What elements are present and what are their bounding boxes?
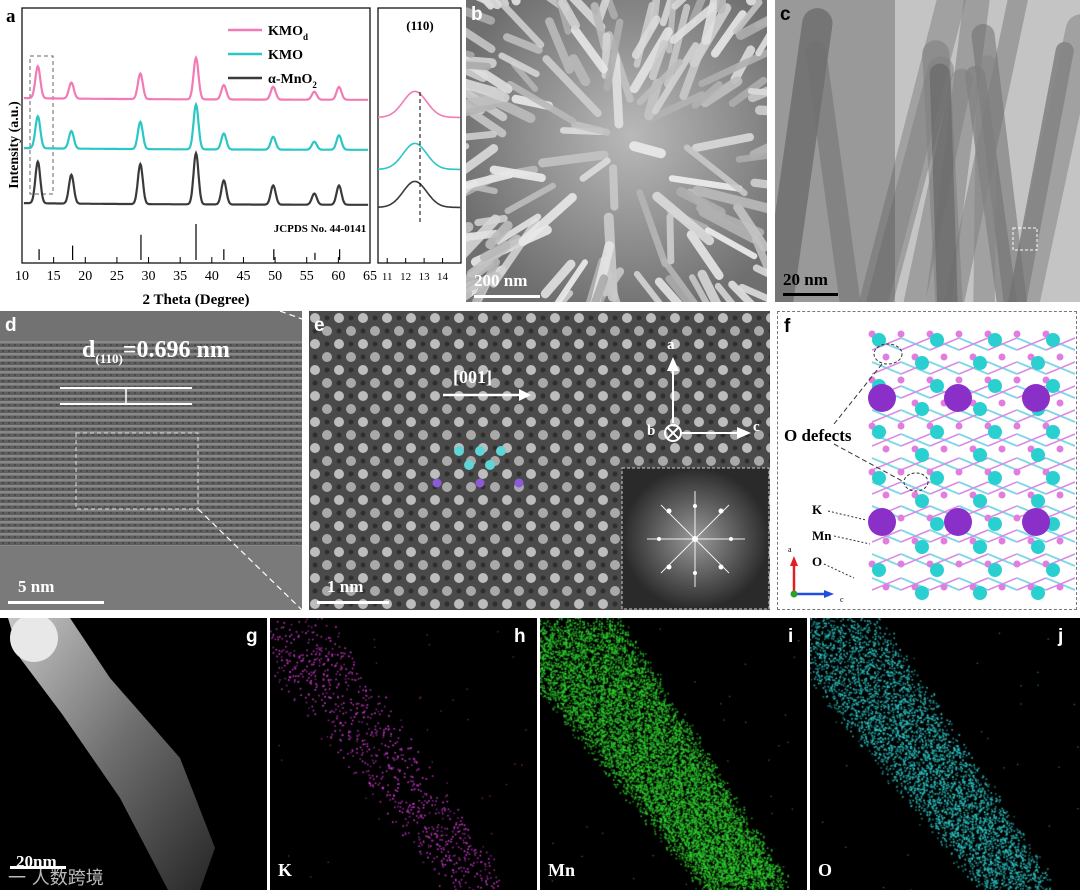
eds-map-k bbox=[270, 618, 537, 890]
xrd-series-line bbox=[23, 101, 369, 151]
panel-label-g: g bbox=[246, 626, 258, 647]
k-atom bbox=[868, 384, 896, 412]
scale-bar-b bbox=[474, 295, 540, 298]
panel-label-a: a bbox=[6, 6, 16, 27]
inset-tick-label: 11 bbox=[382, 271, 393, 283]
jcpds-label: JCPDS No. 44-0141 bbox=[274, 223, 367, 235]
eds-map-o bbox=[810, 618, 1080, 890]
tem-image bbox=[775, 0, 1080, 302]
panel-label-h: h bbox=[514, 626, 526, 647]
f-axis-c-label: c bbox=[840, 595, 844, 604]
scale-text-b: 200 nm bbox=[474, 271, 528, 290]
highlight-box bbox=[29, 55, 54, 195]
watermark: 一 人数跨境 bbox=[8, 868, 104, 889]
x-tick-label: 10 bbox=[15, 269, 29, 284]
inset-series-line bbox=[378, 90, 461, 119]
x-tick-label: 15 bbox=[47, 269, 61, 284]
panel-label-c: c bbox=[780, 4, 791, 25]
panel-i: i Mn bbox=[540, 618, 807, 890]
panel-label-j: j bbox=[1058, 626, 1064, 647]
panel-f: a c f O defects K Mn O bbox=[777, 311, 1077, 610]
d-spacing-value: =0.696 nm bbox=[122, 337, 230, 363]
haadf-stem-image bbox=[8, 618, 215, 890]
x-tick-label: 65 bbox=[363, 269, 377, 284]
panel-c: c 20 nm bbox=[775, 0, 1080, 302]
x-tick-label: 25 bbox=[110, 269, 124, 284]
axis-a-label: a bbox=[667, 337, 675, 353]
x-tick-label: 45 bbox=[236, 269, 250, 284]
k-atom bbox=[1022, 508, 1050, 536]
direction-label: [001] bbox=[453, 367, 492, 387]
scale-bar-c bbox=[783, 293, 838, 296]
scale-text-d: 5 nm bbox=[18, 577, 55, 596]
xrd-frame bbox=[21, 7, 371, 264]
panel-label-f: f bbox=[784, 316, 791, 337]
eds-element-o: O bbox=[818, 860, 833, 880]
legend-mn-label: Mn bbox=[812, 528, 832, 543]
panel-label-b: b bbox=[471, 4, 483, 25]
sem-image bbox=[466, 0, 767, 302]
axis-b-label: b bbox=[647, 423, 656, 439]
k-atom bbox=[944, 508, 972, 536]
eds-element-k: K bbox=[278, 860, 293, 880]
inset-tick-label: 14 bbox=[437, 271, 449, 283]
panel-g: g 20nm 一 人数跨境 bbox=[0, 618, 267, 890]
y-axis-label: Intensity (a.u.) bbox=[7, 101, 22, 189]
xrd-series-line bbox=[23, 150, 369, 206]
panel-h: h K bbox=[270, 618, 537, 890]
legend-label: KMO bbox=[268, 48, 303, 63]
d-spacing-index: (110) bbox=[95, 350, 123, 366]
panel-j: j O bbox=[810, 618, 1080, 890]
legend-o-label: O bbox=[812, 554, 823, 569]
panel-d: d d(110)=0.696 nm 5 nm bbox=[0, 311, 302, 610]
panel-label-i: i bbox=[788, 626, 794, 647]
scale-text-g: 20nm bbox=[16, 852, 57, 871]
inset-tick-label: 12 bbox=[400, 271, 411, 283]
legend-k-label: K bbox=[812, 502, 823, 517]
x-tick-label: 35 bbox=[173, 269, 187, 284]
xrd-chart: a Intensity (a.u.) 2 Theta (Degree) JCPD… bbox=[6, 6, 462, 308]
eds-map-mn bbox=[540, 618, 807, 890]
x-tick-label: 60 bbox=[331, 269, 345, 284]
tem-zoom-box bbox=[1012, 227, 1038, 251]
o-defects-label: O defects bbox=[784, 426, 852, 445]
k-atom bbox=[1022, 384, 1050, 412]
f-axis-a-label: a bbox=[788, 545, 792, 554]
d-spacing-label: d(110)=0.696 nm bbox=[82, 337, 230, 367]
x-axis-label: 2 Theta (Degree) bbox=[143, 292, 250, 308]
inset-tick-label: 13 bbox=[419, 271, 431, 283]
panel-e: e [001] a b c 1 nm bbox=[309, 311, 770, 610]
xrd-series-line bbox=[23, 55, 369, 101]
k-atom bbox=[868, 508, 896, 536]
d-spacing-symbol: d bbox=[82, 337, 96, 363]
axis-c-label: c bbox=[753, 419, 760, 435]
panel-a: a Intensity (a.u.) 2 Theta (Degree) JCPD… bbox=[0, 0, 470, 310]
k-atom bbox=[944, 384, 972, 412]
scale-bar-d bbox=[8, 601, 104, 604]
scale-bar-g bbox=[10, 866, 66, 869]
inset-series-line bbox=[378, 180, 461, 209]
inset-series-line bbox=[378, 142, 461, 171]
haadf-image bbox=[309, 311, 770, 610]
x-tick-label: 55 bbox=[300, 269, 314, 284]
scale-bar-e bbox=[317, 601, 389, 604]
crystal-structure: a c bbox=[788, 330, 1076, 604]
x-tick-label: 40 bbox=[205, 269, 219, 284]
panel-b: b 200 nm bbox=[466, 0, 767, 302]
panel-label-e: e bbox=[314, 315, 325, 336]
eds-element-mn: Mn bbox=[548, 860, 575, 880]
x-tick-label: 30 bbox=[142, 269, 156, 284]
hrtem-image bbox=[0, 311, 302, 610]
panel-label-d: d bbox=[5, 315, 17, 336]
inset-frame bbox=[377, 7, 462, 264]
x-tick-label: 50 bbox=[268, 269, 282, 284]
inset-title: (110) bbox=[406, 18, 433, 33]
legend-label: α-MnO2 bbox=[268, 72, 317, 90]
x-tick-label: 20 bbox=[78, 269, 92, 284]
legend-label: KMOd bbox=[268, 24, 308, 42]
scale-text-c: 20 nm bbox=[783, 270, 828, 289]
scale-text-e: 1 nm bbox=[327, 577, 364, 596]
